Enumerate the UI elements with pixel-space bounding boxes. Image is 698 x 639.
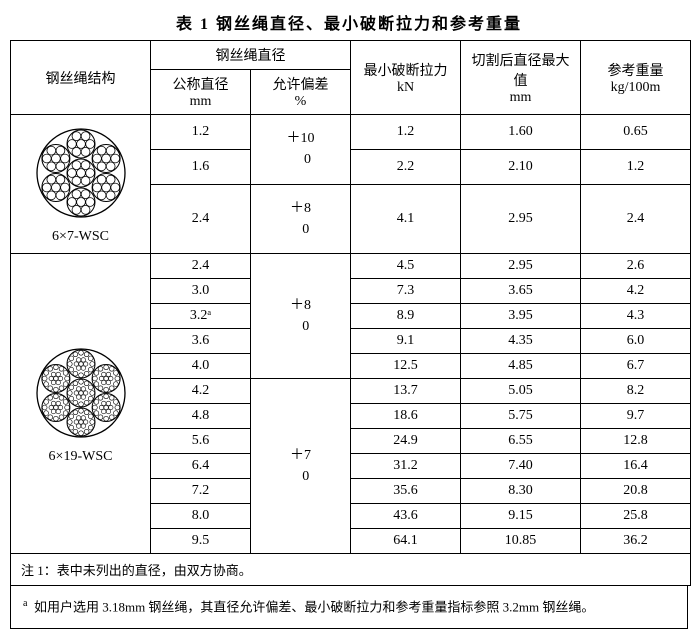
cell-dia: 1.2 (151, 115, 251, 150)
cell-break: 8.9 (351, 304, 461, 329)
cell-dia: 6.4 (151, 454, 251, 479)
cell-tolerance: ＋8 0 (251, 184, 351, 254)
table-note: 注 1：表中未列出的直径，由双方协商。 (11, 554, 691, 586)
cell-wt: 12.8 (581, 429, 691, 454)
cell-dia: 4.8 (151, 404, 251, 429)
cell-dia: 5.6 (151, 429, 251, 454)
cell-wt: 1.2 (581, 149, 691, 184)
cell-wt: 36.2 (581, 529, 691, 554)
cell-dia: 1.6 (151, 149, 251, 184)
cell-wt: 2.6 (581, 254, 691, 279)
cell-dia: 3.6 (151, 329, 251, 354)
cell-cut: 5.75 (461, 404, 581, 429)
cell-cut: 2.95 (461, 254, 581, 279)
structure-cell: 6×19-WSC (11, 254, 151, 554)
col-tolerance: 允许偏差% (251, 70, 351, 115)
cell-wt: 4.2 (581, 279, 691, 304)
col-structure: 钢丝绳结构 (11, 41, 151, 115)
cell-cut: 5.05 (461, 379, 581, 404)
cell-dia: 3.0 (151, 279, 251, 304)
col-nominal-dia: 公称直径mm (151, 70, 251, 115)
cell-cut: 10.85 (461, 529, 581, 554)
cell-break: 13.7 (351, 379, 461, 404)
cell-dia: 7.2 (151, 479, 251, 504)
cell-wt: 20.8 (581, 479, 691, 504)
cell-cut: 9.15 (461, 504, 581, 529)
cell-break: 43.6 (351, 504, 461, 529)
table-row: 6×19-WSC2.4＋8 04.52.952.6 (11, 254, 691, 279)
cell-break: 64.1 (351, 529, 461, 554)
cell-break: 9.1 (351, 329, 461, 354)
table-title: 表 1 钢丝绳直径、最小破断拉力和参考重量 (10, 10, 688, 34)
cell-break: 2.2 (351, 149, 461, 184)
cell-wt: 6.0 (581, 329, 691, 354)
col-diameter-group: 钢丝绳直径 (151, 41, 351, 70)
cell-break: 12.5 (351, 354, 461, 379)
cell-wt: 8.2 (581, 379, 691, 404)
cell-break: 1.2 (351, 115, 461, 150)
table-row: 6×7-WSC1.2＋10 01.21.600.65 (11, 115, 691, 150)
col-min-break: 最小破断拉力kN (351, 41, 461, 115)
cell-cut: 7.40 (461, 454, 581, 479)
cell-wt: 9.7 (581, 404, 691, 429)
cell-cut: 2.10 (461, 149, 581, 184)
cell-cut: 6.55 (461, 429, 581, 454)
cell-break: 35.6 (351, 479, 461, 504)
cell-dia: 8.0 (151, 504, 251, 529)
cell-wt: 16.4 (581, 454, 691, 479)
cell-dia: 4.2 (151, 379, 251, 404)
cell-cut: 4.85 (461, 354, 581, 379)
spec-table: 钢丝绳结构 钢丝绳直径 最小破断拉力kN 切割后直径最大值mm 参考重量kg/1… (10, 40, 691, 586)
cell-break: 24.9 (351, 429, 461, 454)
cell-wt: 2.4 (581, 184, 691, 254)
cell-break: 4.5 (351, 254, 461, 279)
cell-break: 31.2 (351, 454, 461, 479)
structure-label: 6×19-WSC (15, 449, 146, 465)
cell-break: 4.1 (351, 184, 461, 254)
structure-cell: 6×7-WSC (11, 115, 151, 254)
cell-dia: 2.4 (151, 254, 251, 279)
cell-tolerance: ＋7 0 (251, 379, 351, 554)
cell-cut: 3.65 (461, 279, 581, 304)
cell-dia: 3.2ᵃ (151, 304, 251, 329)
cell-cut: 8.30 (461, 479, 581, 504)
col-weight: 参考重量kg/100m (581, 41, 691, 115)
structure-label: 6×7-WSC (15, 229, 146, 245)
cell-wt: 6.7 (581, 354, 691, 379)
cell-tolerance: ＋8 0 (251, 254, 351, 379)
cell-wt: 0.65 (581, 115, 691, 150)
cell-wt: 4.3 (581, 304, 691, 329)
col-max-cut: 切割后直径最大值mm (461, 41, 581, 115)
cell-break: 18.6 (351, 404, 461, 429)
cell-cut: 2.95 (461, 184, 581, 254)
cell-break: 7.3 (351, 279, 461, 304)
footnote: a 如用户选用 3.18mm 钢丝绳，其直径允许偏差、最小破断拉力和参考重量指标… (10, 586, 688, 629)
cell-tolerance: ＋10 0 (251, 115, 351, 185)
cell-cut: 1.60 (461, 115, 581, 150)
cell-dia: 9.5 (151, 529, 251, 554)
cell-dia: 4.0 (151, 354, 251, 379)
cell-cut: 3.95 (461, 304, 581, 329)
cell-cut: 4.35 (461, 329, 581, 354)
cell-dia: 2.4 (151, 184, 251, 254)
cell-wt: 25.8 (581, 504, 691, 529)
